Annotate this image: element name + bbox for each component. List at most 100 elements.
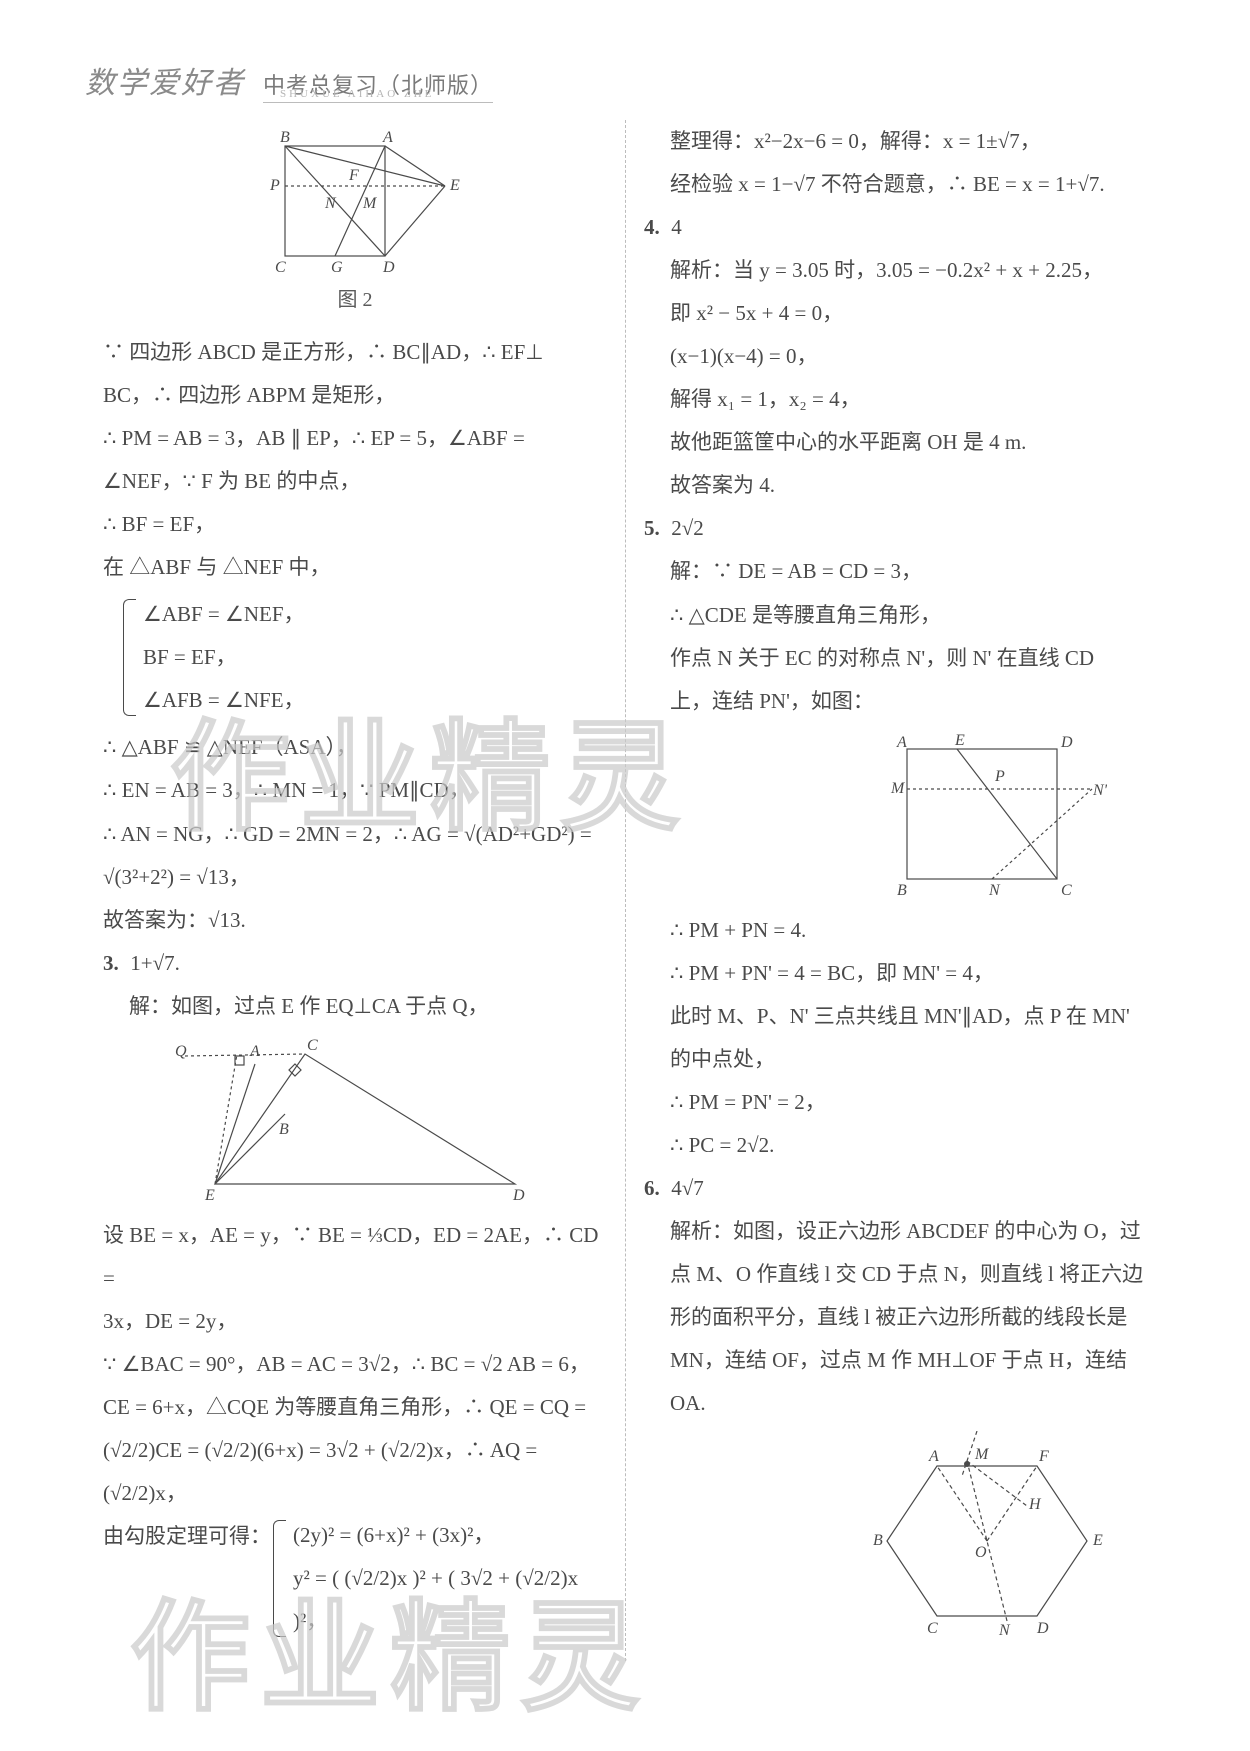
q5-answer: 2√2 — [671, 516, 704, 540]
svg-text:A: A — [382, 129, 393, 146]
figure-6-svg: A M F B E C D N O H — [867, 1431, 1117, 1651]
q4-line: 故他距篮筐中心的水平距离 OH 是 4 m. — [644, 421, 1147, 464]
svg-text:B: B — [897, 882, 907, 899]
q6-line: MN，连结 OF，过点 M 作 MH⊥OF 于点 H，连结 OA. — [644, 1339, 1147, 1425]
q5-head: 5. 2√2 — [644, 507, 1147, 550]
figure-2: B A P E C G D F N M 图 2 — [103, 126, 607, 321]
svg-text:N': N' — [1092, 782, 1107, 799]
figure-6: A M F B E C D N O H — [644, 1431, 1147, 1651]
svg-text:A: A — [249, 1043, 260, 1060]
q3-brace-intro-text: 由勾股定理可得： — [103, 1524, 271, 1548]
q3-brace: (2y)² = (6+x)² + (3x)²， y² = ( (√2/2)x )… — [253, 1514, 607, 1643]
figure-2-svg: B A P E C G D F N M — [245, 126, 465, 276]
svg-text:D: D — [512, 1187, 525, 1204]
svg-text:C: C — [1061, 882, 1072, 899]
q5-line: ∴ PM + PN' = 4 = BC，即 MN' = 4， — [644, 952, 1147, 995]
svg-text:B: B — [873, 1532, 883, 1549]
r-top: 经检验 x = 1−√7 不符合题意，∴ BE = x = 1+√7. — [644, 163, 1147, 206]
svg-text:D: D — [1060, 734, 1073, 751]
q5-line: ∴ PC = 2√2. — [644, 1124, 1147, 1167]
svg-text:E: E — [954, 732, 965, 749]
svg-text:N: N — [998, 1622, 1011, 1639]
svg-text:C: C — [275, 259, 286, 276]
svg-text:F: F — [1038, 1448, 1049, 1465]
q3-line: 解：如图，过点 E 作 EQ⊥CA 于点 Q， — [103, 985, 607, 1028]
p2-line: ∴ BF = EF， — [103, 503, 607, 546]
q5-number: 5. — [644, 507, 666, 550]
q3-number: 3. — [103, 942, 125, 985]
brace-line: ∠ABF = ∠NEF， — [143, 593, 607, 636]
q6-head: 6. 4√7 — [644, 1167, 1147, 1210]
p2-line: ∠NEF，∵ F 为 BE 的中点， — [103, 460, 607, 503]
p2-line: 在 △ABF 与 △NEF 中， — [103, 546, 607, 589]
p2-line: BC，∴ 四边形 ABPM 是矩形， — [103, 374, 607, 417]
svg-text:A: A — [896, 734, 907, 751]
p2-brace: ∠ABF = ∠NEF， BF = EF， ∠AFB = ∠NFE， — [103, 593, 607, 722]
content-area: B A P E C G D F N M 图 2 ∵ 四边形 ABCD 是正方形，… — [85, 120, 1165, 1661]
q4-line: 即 x² − 5x + 4 = 0， — [644, 292, 1147, 335]
q3-after: CE = 6+x，△CQE 为等腰直角三角形，∴ QE = CQ = — [103, 1386, 607, 1429]
q3-after: 3x，DE = 2y， — [103, 1300, 607, 1343]
q3-after: 设 BE = x，AE = y，∵ BE = ⅓CD，ED = 2AE，∴ CD… — [103, 1214, 607, 1300]
svg-text:D: D — [382, 259, 395, 276]
p2-after: ∴ △ABF ≌ △NEF（ASA）， — [103, 726, 607, 769]
svg-text:N: N — [324, 195, 337, 212]
figure-3: Q A C E D B — [103, 1034, 607, 1204]
svg-text:O: O — [975, 1544, 987, 1561]
p2-after: √(3²+2²) = √13， — [103, 856, 607, 899]
q4-line: (x−1)(x−4) = 0， — [644, 335, 1147, 378]
q5-line: 此时 M、P、N' 三点共线且 MN'∥AD，点 P 在 MN' — [644, 995, 1147, 1038]
svg-text:H: H — [1028, 1496, 1042, 1513]
q4-line: 解得 x₁ = 1，x₂ = 4， — [644, 378, 1147, 421]
q6-line: 形的面积平分，直线 l 被正六边形所截的线段长是 — [644, 1296, 1147, 1339]
q6-line: 解析：如图，设正六边形 ABCDEF 的中心为 O，过 — [644, 1210, 1147, 1253]
figure-5: A E D M P N' B N C — [644, 729, 1147, 899]
svg-text:A: A — [928, 1448, 939, 1465]
svg-text:M: M — [890, 780, 906, 797]
left-column: B A P E C G D F N M 图 2 ∵ 四边形 ABCD 是正方形，… — [85, 120, 625, 1661]
q5-line: ∴ PM + PN = 4. — [644, 909, 1147, 952]
q6-answer: 4√7 — [671, 1176, 704, 1200]
figure-5-svg: A E D M P N' B N C — [877, 729, 1107, 899]
q5-line: ∴ △CDE 是等腰直角三角形， — [644, 594, 1147, 637]
p2-after: ∴ AN = NG，∴ GD = 2MN = 2，∴ AG = √(AD²+GD… — [103, 813, 607, 856]
svg-text:E: E — [204, 1187, 215, 1204]
brace-line: (2y)² = (6+x)² + (3x)²， — [293, 1514, 607, 1557]
right-column: 整理得：x²−2x−6 = 0，解得：x = 1±√7， 经检验 x = 1−√… — [625, 120, 1165, 1661]
q5-line: 解：∵ DE = AB = CD = 3， — [644, 550, 1147, 593]
p2-line: ∴ PM = AB = 3，AB ∥ EP，∴ EP = 5，∠ABF = — [103, 417, 607, 460]
brace-line: y² = ( (√2/2)x )² + ( 3√2 + (√2/2)x )²， — [293, 1557, 607, 1643]
svg-text:D: D — [1036, 1620, 1049, 1637]
svg-text:P: P — [269, 177, 280, 194]
q3-frac-line: (√2/2)CE = (√2/2)(6+x) = 3√2 + (√2/2)x，∴… — [103, 1429, 607, 1515]
q4-number: 4. — [644, 206, 666, 249]
svg-text:Q: Q — [175, 1043, 187, 1060]
svg-text:M: M — [974, 1446, 990, 1463]
p2-line: ∵ 四边形 ABCD 是正方形，∴ BC∥AD，∴ EF⊥ — [103, 331, 607, 374]
figure-3-svg: Q A C E D B — [175, 1034, 535, 1204]
q3-answer: 1+√7. — [130, 951, 180, 975]
q4-line: 解析：当 y = 3.05 时，3.05 = −0.2x² + x + 2.25… — [644, 249, 1147, 292]
p2-after: 故答案为：√13. — [103, 899, 607, 942]
svg-text:E: E — [1092, 1532, 1103, 1549]
svg-text:M: M — [362, 195, 378, 212]
q5-line: ∴ PM = PN' = 2， — [644, 1081, 1147, 1124]
q4-answer: 4 — [671, 215, 682, 239]
q6-number: 6. — [644, 1167, 666, 1210]
q3-head: 3. 1+√7. — [103, 942, 607, 985]
q5-line: 作点 N 关于 EC 的对称点 N'，则 N' 在直线 CD — [644, 637, 1147, 680]
q4-head: 4. 4 — [644, 206, 1147, 249]
svg-text:P: P — [994, 768, 1005, 785]
r-top: 整理得：x²−2x−6 = 0，解得：x = 1±√7， — [644, 120, 1147, 163]
svg-text:B: B — [280, 129, 290, 146]
brace-line: BF = EF， — [143, 636, 607, 679]
figure-2-caption: 图 2 — [338, 280, 373, 321]
svg-text:E: E — [449, 177, 460, 194]
svg-text:G: G — [331, 259, 343, 276]
q5-line: 的中点处， — [644, 1038, 1147, 1081]
svg-text:N: N — [988, 882, 1001, 899]
header-subtitle: SHUXUE AIHAO ZHE — [280, 88, 434, 100]
q3-after: ∵ ∠BAC = 90°，AB = AC = 3√2，∴ BC = √2 AB … — [103, 1343, 607, 1386]
q6-line: 点 M、O 作直线 l 交 CD 于点 N，则直线 l 将正六边 — [644, 1253, 1147, 1296]
svg-text:C: C — [927, 1620, 938, 1637]
